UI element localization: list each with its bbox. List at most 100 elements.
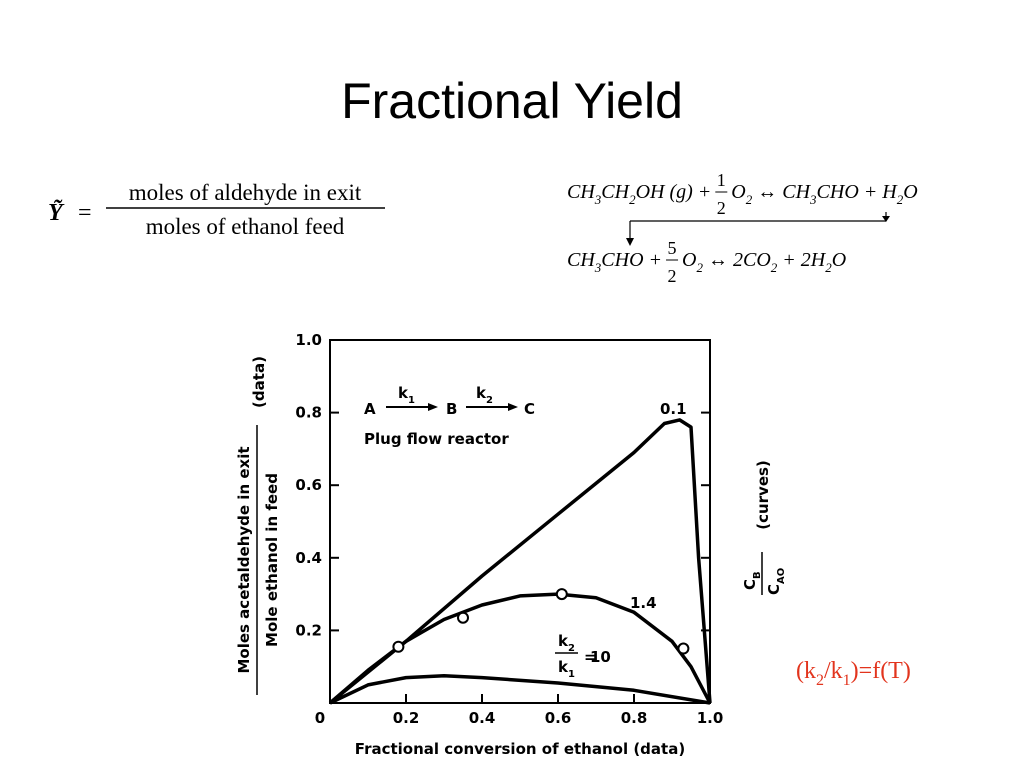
note: (k2/k1)=f(T)	[796, 658, 911, 689]
subscript: 2	[629, 192, 636, 207]
reaction-left: CH3CH2OH (g) +	[567, 181, 711, 207]
data-point	[392, 640, 405, 653]
coef-den: 2	[717, 198, 726, 218]
subscript: 3	[809, 192, 817, 207]
subscript: 2	[816, 672, 824, 689]
text-part: C	[741, 579, 759, 590]
curve-label: 1.4	[630, 594, 657, 612]
text-part: CHO +	[601, 249, 662, 271]
inset-arrowhead	[508, 403, 518, 411]
text-part: k	[476, 384, 487, 402]
subscript: 2	[486, 395, 493, 406]
x-tick-label: 0.4	[469, 709, 496, 727]
inset-rate: k2	[476, 384, 493, 406]
chart: 0.2 0.4 0.6 0.8 1.0 0 0.2 0.4 0.6 0.8 1.0 Fractiona…	[235, 331, 787, 758]
y-label-numerator: Moles acetaldehyde in exit	[235, 446, 253, 673]
subscript: 2	[897, 192, 904, 207]
data-point	[555, 588, 568, 601]
y2-label-suffix: (curves)	[754, 460, 772, 530]
slide-title: Fractional Yield	[341, 73, 683, 129]
y-tick-label: 0.8	[295, 404, 322, 422]
text-part: k	[398, 384, 409, 402]
subscript: 2	[696, 260, 703, 275]
reaction-right: O2 ↔ CH3CHO + H2O	[731, 181, 917, 207]
inset-species: B	[446, 400, 457, 418]
x-tick-label: 0.8	[621, 709, 648, 727]
subscript: B	[752, 571, 763, 579]
fraction-denominator: moles of ethanol feed	[146, 214, 345, 239]
y2-label-numerator: CB	[741, 571, 763, 590]
subscript: 2	[568, 643, 575, 654]
yield-symbol: Ỹ	[48, 200, 65, 226]
text-part: (k	[796, 658, 816, 684]
x-tick-label: 0.6	[545, 709, 572, 727]
data-point	[677, 642, 690, 655]
y2-label-denominator: CAO	[765, 568, 787, 595]
text-part: k	[558, 632, 569, 650]
subscript: 2	[746, 192, 753, 207]
inset-species: C	[524, 400, 535, 418]
x-axis-label: Fractional conversion of ethanol (data)	[355, 740, 685, 758]
text-part: O	[832, 249, 846, 271]
equals: =	[78, 200, 92, 226]
inset-rate: k1	[398, 384, 415, 406]
y-tick-label: 0.6	[295, 476, 322, 494]
subscript: AO	[776, 568, 787, 584]
y-tick-label: 1.0	[295, 331, 322, 349]
text-part: OH (g) +	[636, 181, 712, 203]
reaction-left: CH3CHO +	[567, 249, 662, 275]
text-part: CH	[601, 181, 630, 203]
y-axis-label: Moles acetaldehyde in exit Mole ethanol i…	[235, 356, 281, 695]
curve	[329, 674, 711, 705]
ratio-eq: =	[584, 648, 597, 666]
y-tick-label: 0.4	[295, 549, 322, 567]
text-part: + 2H	[777, 249, 826, 271]
reaction-right: O2 ↔ 2CO2 + 2H2O	[682, 249, 846, 275]
fraction-numerator: moles of aldehyde in exit	[129, 180, 362, 205]
arrow-head	[626, 238, 634, 246]
y-tick-label: 0.2	[295, 621, 322, 639]
inset-caption: Plug flow reactor	[364, 430, 509, 448]
text-part: O	[903, 181, 917, 203]
subscript: 3	[594, 260, 602, 275]
inset-arrowhead	[428, 403, 438, 411]
coef-num: 1	[717, 170, 726, 190]
text-part: CH	[567, 181, 596, 203]
inset-species: A	[364, 400, 376, 418]
text-part: O	[682, 249, 696, 271]
text-part: CHO + H	[817, 181, 899, 203]
text-part: /k	[824, 658, 843, 684]
text-part: ↔ CH	[752, 181, 811, 203]
curve	[328, 418, 712, 705]
y-label-suffix: (data)	[250, 356, 268, 408]
ratio-numerator: k2	[558, 632, 575, 654]
text-part: C	[765, 584, 783, 595]
x-tick-label: 1.0	[697, 709, 724, 727]
curve-label: 10	[590, 648, 611, 666]
coef-den: 2	[668, 266, 677, 286]
x-tick-label: 0.2	[393, 709, 420, 727]
definition: Ỹ = moles of aldehyde in exit moles of e…	[48, 180, 385, 239]
curve-label: 0.1	[660, 400, 687, 418]
subscript: 1	[568, 669, 575, 680]
y-label-denominator: Mole ethanol in feed	[263, 473, 281, 647]
subscript: 1	[408, 395, 415, 406]
subscript: 1	[843, 672, 851, 689]
text-part: k	[558, 658, 569, 676]
subscript: 3	[594, 192, 602, 207]
ratio-denominator: k1	[558, 658, 575, 680]
x-tick-label: 0	[315, 709, 325, 727]
coef-num: 5	[668, 238, 677, 258]
data-point	[457, 611, 469, 624]
subscript: 2	[825, 260, 832, 275]
subscript: 2	[771, 260, 778, 275]
text-part: ↔ 2CO	[703, 249, 771, 271]
arrow-head	[882, 216, 890, 222]
plot-frame	[329, 339, 711, 704]
text-part: O	[731, 181, 745, 203]
text-part: CH	[567, 249, 596, 271]
text-part: )=f(T)	[851, 658, 911, 684]
